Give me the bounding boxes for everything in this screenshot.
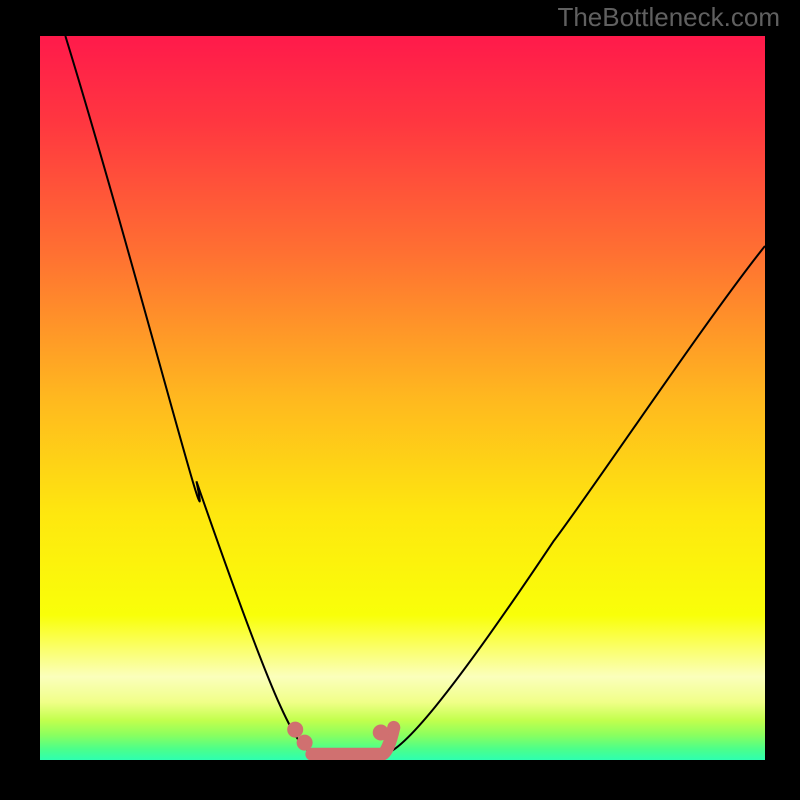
plot-area	[40, 36, 765, 760]
gradient-background	[40, 36, 765, 760]
bottom-marker-dot	[373, 724, 389, 740]
watermark-text: TheBottleneck.com	[557, 2, 780, 33]
bottom-marker-dot	[287, 722, 303, 738]
bottom-marker-dot	[297, 735, 313, 751]
